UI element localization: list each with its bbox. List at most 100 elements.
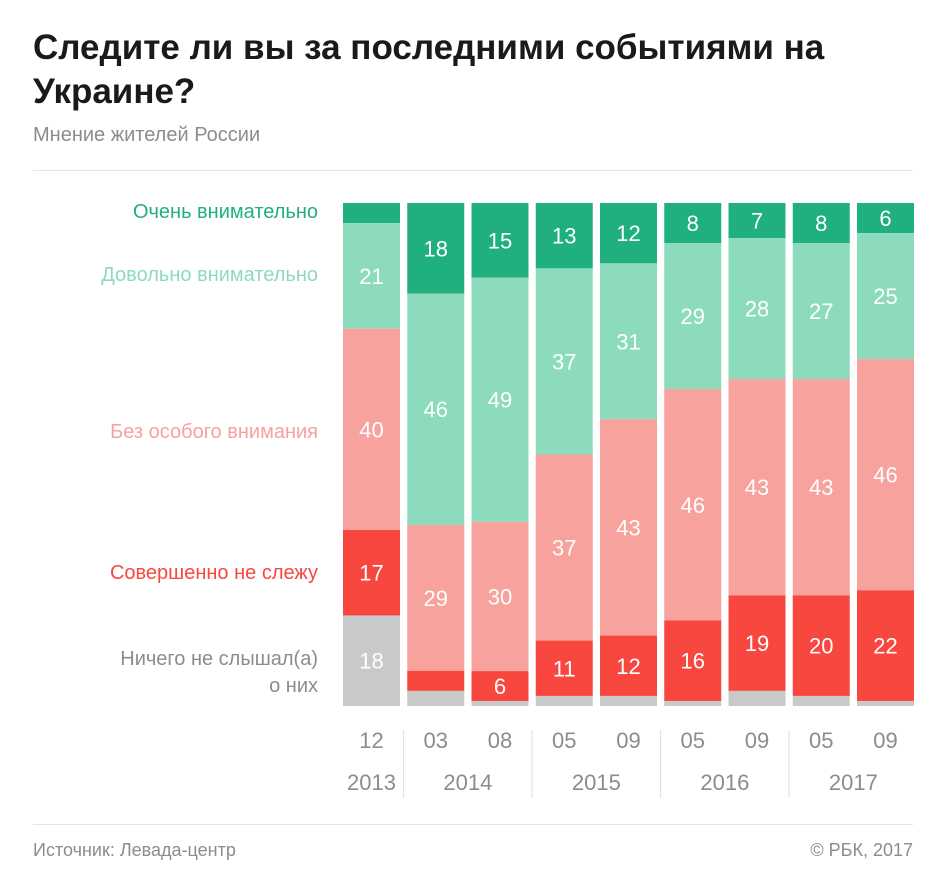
value-label-fairly-6: 28 xyxy=(745,297,769,322)
bar-fairly-5 xyxy=(664,243,722,390)
bar-notmuch-7 xyxy=(792,379,850,596)
value-label-very-7: 8 xyxy=(815,211,827,236)
value-label-notmuch-4: 43 xyxy=(616,515,640,540)
bar-very-2 xyxy=(471,203,529,278)
source-note: Источник: Левада-центр xyxy=(33,840,236,860)
bar-very-7 xyxy=(792,203,850,244)
year-label-2017: 2017 xyxy=(829,770,878,795)
value-label-notmuch-2: 30 xyxy=(488,584,512,609)
legend-never: Ничего не слышал(а) о них xyxy=(120,646,318,700)
legend-fairly: Довольно внимательно xyxy=(101,262,318,289)
bar-never-5 xyxy=(664,700,722,706)
value-label-none-8: 22 xyxy=(873,634,897,659)
bar-fairly-3 xyxy=(535,268,593,455)
bar-notmuch-2 xyxy=(471,521,529,672)
x-tick-label-8: 09 xyxy=(873,728,897,753)
bar-notmuch-5 xyxy=(664,389,722,621)
value-label-notmuch-1: 29 xyxy=(424,586,448,611)
bar-fairly-8 xyxy=(857,233,914,359)
bar-never-0 xyxy=(343,615,400,706)
legend-label-never: Ничего не слышал(а) xyxy=(120,648,318,670)
legend-notmuch: Без особого внимания xyxy=(110,419,318,446)
x-tick-label-3: 05 xyxy=(552,728,576,753)
x-tick-label-2: 08 xyxy=(488,728,512,753)
legend-label-never-line2: о них xyxy=(269,675,318,697)
value-label-very-3: 13 xyxy=(552,224,576,249)
year-label-2013: 2013 xyxy=(347,770,396,795)
value-label-fairly-0: 21 xyxy=(359,264,383,289)
value-label-none-3: 11 xyxy=(553,656,576,681)
bar-notmuch-3 xyxy=(535,454,593,641)
bar-notmuch-4 xyxy=(600,419,657,636)
value-label-none-2: 6 xyxy=(494,674,506,699)
value-label-never-0: 18 xyxy=(359,649,383,674)
bar-none-0 xyxy=(343,529,400,616)
top-divider xyxy=(33,170,913,171)
bar-none-5 xyxy=(664,620,722,701)
value-label-fairly-7: 27 xyxy=(809,299,833,324)
year-label-2015: 2015 xyxy=(572,770,621,795)
bar-notmuch-8 xyxy=(857,358,914,591)
bar-notmuch-6 xyxy=(728,379,786,596)
bar-none-2 xyxy=(471,671,529,702)
value-label-fairly-4: 31 xyxy=(616,329,640,354)
bar-never-3 xyxy=(535,695,593,706)
legend-label-none: Совершенно не слежу xyxy=(109,562,318,584)
value-label-notmuch-8: 46 xyxy=(873,463,897,488)
bar-never-8 xyxy=(857,700,914,706)
bar-very-4 xyxy=(600,203,657,264)
value-label-notmuch-5: 46 xyxy=(681,493,705,518)
bar-fairly-0 xyxy=(343,223,400,329)
bar-never-7 xyxy=(792,695,850,706)
bar-never-1 xyxy=(407,690,465,706)
year-label-2016: 2016 xyxy=(700,770,749,795)
value-label-notmuch-3: 37 xyxy=(552,536,576,561)
bar-fairly-4 xyxy=(600,263,657,420)
bar-fairly-7 xyxy=(792,243,850,380)
bar-none-4 xyxy=(600,635,657,696)
bottom-divider xyxy=(33,824,913,825)
value-label-fairly-8: 25 xyxy=(873,284,897,309)
value-label-notmuch-0: 40 xyxy=(359,417,383,442)
legend-none: Совершенно не слежу xyxy=(110,560,318,587)
x-tick-label-4: 09 xyxy=(616,728,640,753)
bar-very-8 xyxy=(857,203,914,234)
copyright-note: © РБК, 2017 xyxy=(810,840,913,860)
legend-label-fairly: Довольно внимательно xyxy=(101,264,318,286)
bar-fairly-6 xyxy=(728,238,786,380)
legend-label-very: Очень внимательно xyxy=(132,201,318,223)
x-tick-label-7: 05 xyxy=(809,728,833,753)
value-label-fairly-5: 29 xyxy=(681,304,705,329)
value-label-very-2: 15 xyxy=(488,228,512,253)
x-tick-label-1: 03 xyxy=(424,728,448,753)
chart-subtitle: Мнение жителей России xyxy=(33,124,261,146)
bar-notmuch-1 xyxy=(407,524,465,671)
chart-title: Следите ли вы за последними событиями на… xyxy=(33,28,825,111)
bar-none-6 xyxy=(728,595,786,691)
bar-very-0 xyxy=(343,203,400,224)
x-tick-label-6: 09 xyxy=(745,728,769,753)
value-label-very-4: 12 xyxy=(616,221,640,246)
value-label-none-0: 17 xyxy=(359,561,383,586)
value-label-very-6: 7 xyxy=(751,209,763,234)
value-label-notmuch-6: 43 xyxy=(745,475,769,500)
bar-never-4 xyxy=(600,695,657,706)
bar-none-3 xyxy=(535,640,593,696)
value-label-very-5: 8 xyxy=(687,211,699,236)
stacked-bar-chart: 21 40 17 18 12 18 46 29 03 15 49 30 6 08 13 37 37 11 05 12 3… xyxy=(343,203,914,798)
value-label-none-7: 20 xyxy=(809,634,833,659)
bar-notmuch-0 xyxy=(343,328,400,530)
value-label-none-4: 12 xyxy=(616,654,640,679)
year-label-2014: 2014 xyxy=(443,770,492,795)
bar-very-6 xyxy=(728,203,786,239)
value-label-none-5: 16 xyxy=(681,649,705,674)
legend-very: Очень внимательно xyxy=(133,199,318,226)
bar-never-6 xyxy=(728,690,786,706)
value-label-none-6: 19 xyxy=(745,631,769,656)
value-label-fairly-3: 37 xyxy=(552,349,576,374)
x-tick-label-0: 12 xyxy=(359,728,383,753)
value-label-notmuch-7: 43 xyxy=(809,475,833,500)
bar-very-1 xyxy=(407,203,465,294)
bar-fairly-2 xyxy=(471,277,529,522)
bar-very-5 xyxy=(664,203,722,244)
